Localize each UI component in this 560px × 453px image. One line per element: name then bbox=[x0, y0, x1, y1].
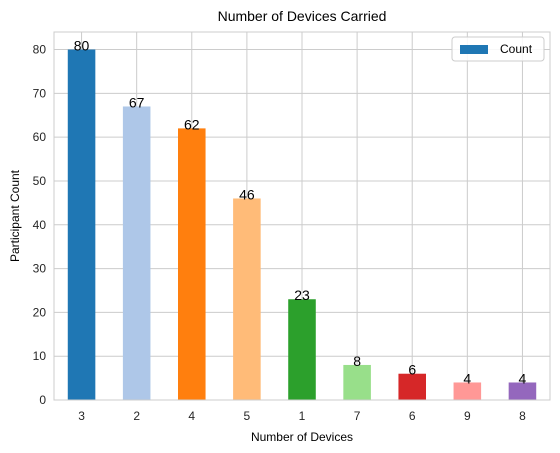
y-tick-label: 50 bbox=[33, 174, 47, 188]
data-label: 67 bbox=[129, 94, 145, 110]
x-tick-label: 2 bbox=[133, 409, 140, 423]
x-tick-label: 1 bbox=[299, 409, 306, 423]
bar-1 bbox=[288, 299, 316, 400]
y-tick-label: 40 bbox=[33, 218, 47, 232]
y-tick-label: 20 bbox=[33, 305, 47, 319]
bars bbox=[67, 49, 537, 401]
data-label: 80 bbox=[74, 38, 90, 54]
bar-5 bbox=[233, 198, 261, 400]
x-tick-label: 8 bbox=[519, 409, 526, 423]
bar-8 bbox=[508, 382, 537, 400]
legend-swatch bbox=[460, 45, 488, 54]
y-tick-labels: 0 10 20 30 40 50 60 70 80 bbox=[33, 43, 47, 407]
y-tick-label: 80 bbox=[33, 43, 47, 57]
data-label: 62 bbox=[184, 116, 200, 132]
y-tick-label: 70 bbox=[33, 86, 47, 100]
x-tick-labels: 3 2 4 5 1 7 6 9 8 bbox=[78, 409, 526, 423]
bar-3 bbox=[67, 49, 96, 401]
y-axis-label: Participant Count bbox=[8, 169, 22, 262]
legend: Count bbox=[451, 36, 545, 62]
data-label: 4 bbox=[463, 370, 471, 386]
data-label: 4 bbox=[519, 370, 527, 386]
x-tick-label: 7 bbox=[354, 409, 361, 423]
data-labels: 80 67 62 46 23 8 6 4 4 bbox=[74, 38, 527, 387]
x-tick-label: 9 bbox=[464, 409, 471, 423]
chart-title: Number of Devices Carried bbox=[218, 8, 387, 24]
y-tick-label: 0 bbox=[39, 393, 46, 407]
bar-9 bbox=[453, 382, 482, 400]
data-label: 23 bbox=[294, 287, 310, 303]
x-tick-label: 3 bbox=[78, 409, 85, 423]
data-label: 46 bbox=[239, 186, 255, 202]
legend-label: Count bbox=[500, 42, 533, 56]
x-tick-label: 5 bbox=[244, 409, 251, 423]
bar-6 bbox=[398, 373, 426, 400]
bar-7 bbox=[343, 364, 371, 400]
bar-4 bbox=[178, 128, 206, 400]
bar-2 bbox=[122, 106, 151, 400]
y-tick-label: 10 bbox=[33, 349, 47, 363]
x-tick-label: 6 bbox=[409, 409, 416, 423]
legend-box bbox=[451, 36, 545, 62]
y-tick-label: 60 bbox=[33, 130, 47, 144]
data-label: 8 bbox=[353, 353, 361, 369]
y-tick-label: 30 bbox=[33, 262, 47, 276]
x-axis-label: Number of Devices bbox=[251, 430, 353, 444]
plot-frame bbox=[53, 31, 551, 401]
data-label: 6 bbox=[408, 362, 416, 378]
x-tick-label: 4 bbox=[188, 409, 195, 423]
